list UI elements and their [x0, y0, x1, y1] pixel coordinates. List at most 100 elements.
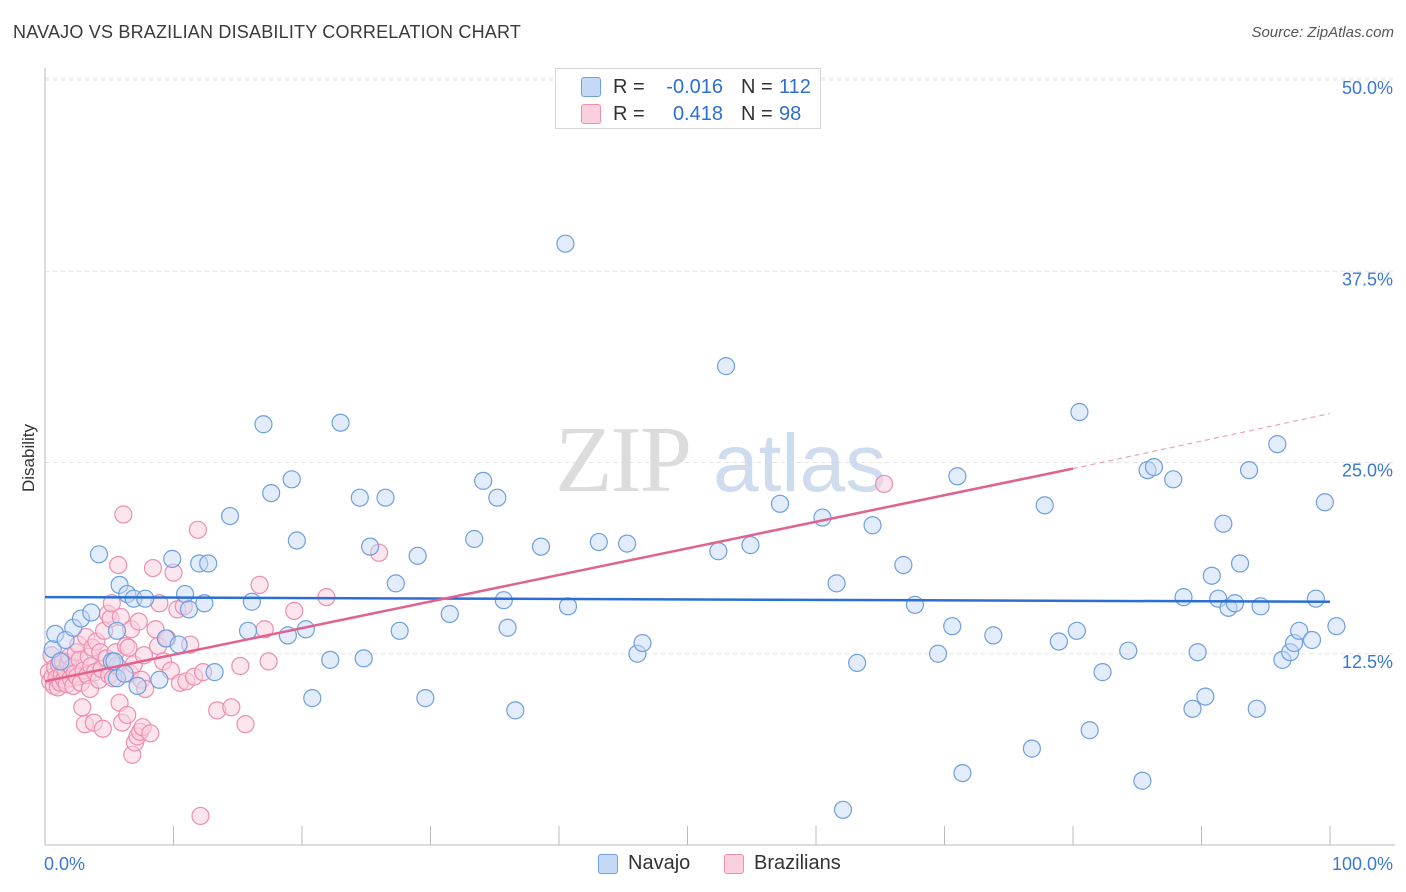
brazilians-trend-line — [44, 467, 1074, 683]
navajo-point — [894, 555, 913, 575]
y-axis-label: Disability — [19, 423, 38, 492]
watermark-atlas: atlas — [713, 418, 886, 509]
navajo-point — [390, 621, 409, 640]
navajo-trend-line — [44, 595, 1331, 603]
navajo-point — [287, 531, 306, 550]
brazilians-point — [93, 719, 112, 738]
navajo-point — [220, 506, 240, 526]
navajo-point — [107, 621, 127, 640]
navajo-point — [943, 617, 962, 636]
navajo-point — [1164, 470, 1183, 489]
brazilians-point — [191, 806, 210, 826]
brazilians-point — [114, 505, 133, 524]
brazilians-point — [222, 698, 241, 717]
navajo-point — [1214, 514, 1233, 533]
navajo-point — [465, 529, 484, 549]
navajo-point — [386, 574, 405, 593]
navajo-point — [179, 600, 199, 619]
navajo-point — [488, 488, 507, 507]
navajo-swatch — [581, 77, 601, 97]
navajo-point — [282, 470, 301, 489]
brazilians-swatch — [581, 104, 601, 124]
navajo-point — [558, 597, 578, 616]
axes — [44, 68, 1395, 846]
legend-row-navajo: R = -0.016 N = 112 — [581, 74, 811, 100]
tick-labels: 12.5% 25.0% 37.5% 50.0% 0.0% 100.0% — [44, 78, 1393, 874]
navajo-point — [1035, 496, 1054, 515]
navajo-point — [205, 663, 224, 682]
y-tick-label: 25.0% — [1342, 461, 1393, 481]
r-value: 0.418 — [672, 102, 723, 125]
navajo-point — [1133, 771, 1152, 790]
navajo-point — [531, 537, 551, 556]
navajo-point — [494, 591, 513, 610]
navajo-point — [376, 488, 395, 507]
legend-item-brazilians[interactable]: Brazilians — [724, 852, 841, 875]
navajo-point — [169, 635, 188, 654]
navajo-point — [1290, 621, 1309, 640]
navajo-point — [82, 603, 101, 622]
navajo-point — [1239, 461, 1259, 480]
navajo-point — [163, 549, 182, 568]
navajo-point — [238, 621, 258, 640]
navajo-point — [1225, 594, 1245, 613]
navajo-point — [1119, 641, 1138, 660]
navajo-point — [1202, 566, 1221, 585]
n-value: 112 — [779, 75, 811, 98]
r-label: R = — [613, 75, 645, 98]
navajo-point — [1049, 632, 1068, 651]
navajo-point — [303, 689, 322, 708]
brazilians-point — [285, 601, 304, 621]
brazilians-point — [231, 656, 250, 676]
brazilians-trend-extension — [1072, 412, 1331, 470]
navajo-point — [1183, 699, 1202, 718]
navajo-points — [43, 234, 1346, 819]
navajo-point — [262, 484, 281, 503]
brazilians-point — [236, 715, 255, 734]
navajo-point — [1022, 739, 1041, 758]
n-label: N = — [741, 75, 773, 98]
navajo-point — [361, 537, 380, 556]
legend-label-navajo: Navajo — [628, 852, 691, 874]
navajo-point — [1315, 493, 1334, 512]
r-value: -0.016 — [666, 75, 723, 98]
legend-item-navajo[interactable]: Navajo — [598, 852, 690, 875]
navajo-point — [953, 763, 972, 783]
x-tick-label: 0.0% — [44, 854, 85, 874]
navajo-point — [813, 508, 832, 527]
brazilians-point — [259, 652, 278, 671]
brazilians-point — [119, 638, 138, 657]
chart-title: NAVAJO VS BRAZILIAN DISABILITY CORRELATI… — [13, 22, 522, 42]
navajo-point — [1188, 643, 1207, 662]
navajo-swatch — [598, 853, 618, 874]
navajo-point — [848, 653, 867, 673]
navajo-point — [633, 633, 652, 653]
watermark-zip: ZIP — [555, 408, 690, 512]
x-tick-label: 100.0% — [1332, 854, 1393, 874]
navajo-point — [827, 574, 846, 593]
navajo-point — [716, 357, 736, 376]
brazilians-point — [875, 474, 894, 494]
y-tick-label: 12.5% — [1342, 652, 1393, 672]
brazilians-point — [129, 612, 148, 631]
navajo-point — [618, 534, 637, 553]
navajo-point — [199, 554, 218, 573]
brazilians-points — [39, 474, 894, 826]
navajo-point — [709, 542, 728, 561]
navajo-point — [1174, 588, 1193, 607]
n-value: 98 — [779, 102, 802, 125]
y-tick-label: 50.0% — [1342, 78, 1393, 98]
navajo-point — [128, 676, 147, 695]
navajo-point — [354, 649, 373, 668]
navajo-point — [350, 488, 369, 507]
navajo-point — [1302, 630, 1322, 650]
navajo-point — [770, 494, 790, 513]
brazilians-point — [188, 520, 208, 539]
source-label: Source: ZipAtlas.com — [1251, 24, 1394, 41]
navajo-point — [321, 650, 340, 669]
navajo-point — [1327, 617, 1346, 636]
r-label: R = — [613, 102, 645, 125]
navajo-point — [474, 471, 493, 490]
brazilians-point — [118, 705, 137, 725]
navajo-point — [115, 664, 134, 683]
